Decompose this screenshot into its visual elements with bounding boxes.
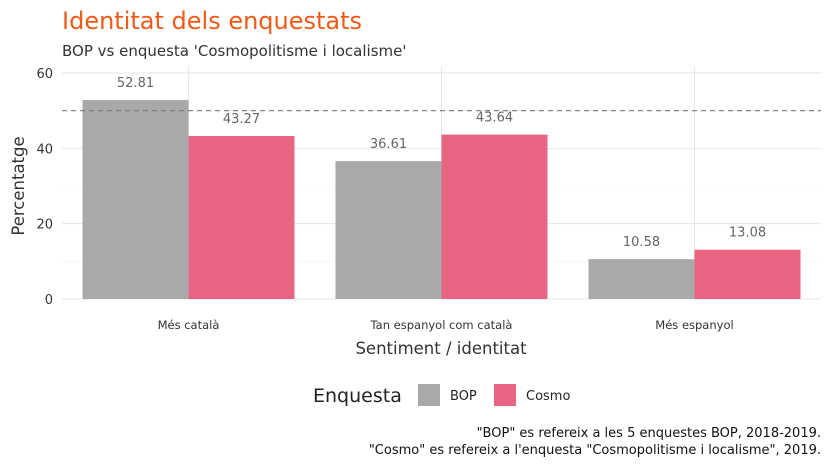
legend-label-bop: BOP — [450, 389, 477, 404]
caption: "BOP" es refereix a les 5 enquestes BOP,… — [369, 426, 821, 458]
x-axis-title: Sentiment / identitat — [355, 339, 527, 358]
x-tick-label: Més espanyol — [655, 318, 733, 332]
x-tick-label: Tan espanyol com català — [370, 318, 513, 332]
y-tick-label: 60 — [36, 67, 53, 82]
chart-title: Identitat dels enquestats — [62, 7, 362, 35]
bar-cosmo-0 — [188, 136, 295, 299]
bar-bop-1 — [335, 161, 442, 299]
caption-line-1: "BOP" es refereix a les 5 enquestes BOP,… — [477, 426, 821, 441]
x-axis-ticks: Més català Tan espanyol com català Més esp… — [158, 318, 734, 332]
data-label: 36.61 — [370, 137, 407, 152]
legend-swatch-bop — [418, 384, 440, 406]
data-labels: 52.81 43.27 36.61 43.64 10.58 13.08 — [117, 76, 766, 250]
bar-bop-2 — [588, 259, 695, 299]
bar-bop-0 — [82, 100, 189, 299]
legend-label-cosmo: Cosmo — [526, 389, 570, 404]
y-axis-ticks: 0 20 40 60 — [36, 67, 53, 308]
bar-cosmo-2 — [694, 249, 801, 299]
caption-line-2: "Cosmo" es refereix a l'enquesta "Cosmop… — [369, 443, 821, 458]
bar-cosmo-1 — [441, 134, 548, 299]
legend-title: Enquesta — [313, 385, 402, 407]
bars-group — [82, 100, 801, 299]
legend: Enquesta BOP Cosmo — [313, 384, 570, 407]
data-label: 52.81 — [117, 76, 154, 91]
data-label: 10.58 — [623, 235, 660, 250]
y-axis-title: Percentatge — [9, 136, 28, 235]
chart-subtitle: BOP vs enquesta 'Cosmopolitisme i locali… — [62, 42, 406, 60]
data-label: 43.64 — [476, 111, 513, 126]
y-tick-label: 40 — [36, 142, 53, 157]
legend-swatch-cosmo — [494, 384, 516, 406]
x-tick-label: Més català — [158, 318, 220, 332]
y-tick-label: 0 — [45, 293, 53, 308]
y-tick-label: 20 — [36, 218, 53, 233]
data-label: 13.08 — [729, 226, 766, 241]
data-label: 43.27 — [223, 112, 260, 127]
